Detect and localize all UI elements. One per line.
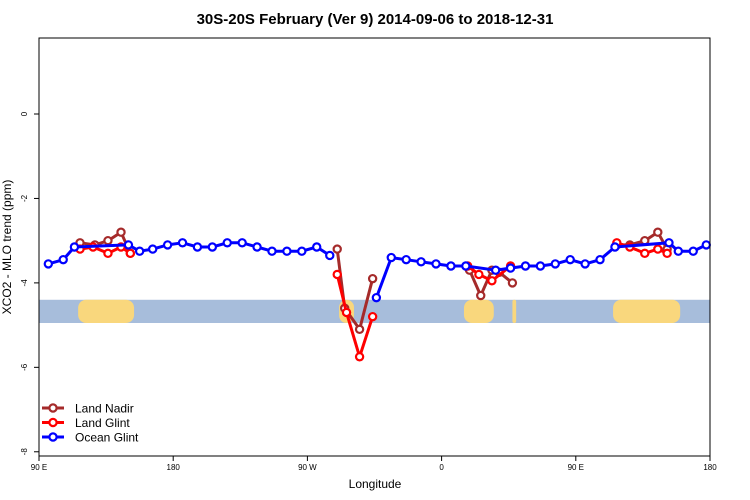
ocean-glint-point — [688, 246, 698, 256]
land-glint-point — [640, 248, 650, 259]
land-nadir-point — [354, 324, 365, 335]
ocean-glint-point — [177, 238, 188, 248]
legend-marker-land-glint — [48, 417, 58, 428]
ocean-glint-point — [461, 261, 471, 271]
y-tick-label: -6 — [20, 363, 29, 371]
x-tick-label: 180 — [703, 463, 717, 472]
land-glint-point — [103, 248, 113, 259]
map-band — [39, 299, 710, 323]
ocean-glint-point — [565, 254, 575, 265]
ocean-glint-point — [43, 259, 54, 269]
x-tick-label: 0 — [439, 463, 444, 472]
x-tick-label: 180 — [167, 463, 181, 472]
ocean-glint-point — [325, 250, 335, 261]
series-ocean-glint — [43, 238, 711, 303]
legend-label-ocean-glint: Ocean Glint — [75, 431, 139, 445]
ocean-glint-point — [416, 257, 426, 267]
ocean-glint-point — [162, 240, 173, 250]
ocean-glint-point — [252, 242, 262, 252]
land-nadir-point — [367, 273, 378, 284]
ocean-glint-point — [535, 261, 546, 271]
ocean-glint-point — [371, 292, 382, 303]
x-tick-label: 90 E — [31, 463, 47, 472]
chart-title: 30S-20S February (Ver 9) 2014-09-06 to 2… — [197, 11, 554, 28]
y-tick-label: -8 — [20, 448, 29, 456]
land-patch — [463, 299, 494, 323]
ocean-glint-point — [237, 238, 247, 248]
land-glint-point — [662, 248, 672, 259]
y-tick-label: 0 — [20, 111, 29, 116]
land-glint-point — [367, 311, 378, 322]
land-glint-point — [474, 269, 484, 280]
ocean-glint-point — [312, 242, 322, 252]
land-nadir-line — [335, 248, 375, 331]
y-axis-label: XCO2 - MLO trend (ppm) — [0, 180, 14, 315]
land-glint-point — [332, 269, 342, 280]
land-patch — [78, 299, 135, 323]
land-glint-point — [487, 276, 497, 286]
ocean-glint-point — [147, 244, 158, 254]
land-glint-point — [125, 248, 136, 259]
land-patch — [512, 299, 517, 323]
y-tick-label: -4 — [20, 279, 29, 287]
ocean-glint-point — [550, 259, 560, 269]
y-axis: 0 -2 -4 -6 -8 — [20, 111, 39, 455]
ocean-glint-point — [297, 246, 307, 256]
ocean-glint-point — [123, 240, 134, 250]
ocean-glint-point — [701, 240, 711, 250]
ocean-glint-point — [134, 246, 145, 256]
ocean-glint-point — [192, 242, 203, 252]
land-nadir-point — [103, 235, 113, 246]
ocean-glint-point — [610, 242, 620, 252]
ocean-glint-point — [69, 242, 80, 252]
ocean-glint-point — [446, 261, 456, 271]
land-glint-point — [341, 307, 352, 318]
land-glint-point — [653, 244, 663, 254]
land-glint-point — [354, 352, 365, 362]
ocean-glint-point — [595, 254, 605, 265]
ocean-glint-point — [520, 261, 531, 271]
land-nadir-point — [653, 227, 663, 237]
ocean-glint-point — [386, 252, 396, 263]
land-patch — [613, 299, 681, 323]
legend-marker-ocean-glint — [48, 432, 58, 442]
legend-label-land-nadir: Land Nadir — [75, 402, 134, 416]
ocean-glint-point — [505, 263, 516, 273]
ocean-glint-point — [267, 246, 277, 256]
land-nadir-point — [116, 227, 126, 237]
land-nadir-point — [476, 290, 486, 301]
land-glint-line — [335, 274, 375, 359]
ocean-glint-point — [673, 246, 684, 256]
x-tick-label: 90 W — [298, 463, 317, 472]
land-glint-line — [466, 264, 512, 283]
y-tick-label: -2 — [20, 194, 29, 202]
legend-marker-land-nadir — [48, 403, 58, 413]
legend-label-land-glint: Land Glint — [75, 416, 130, 430]
ocean-glint-point — [580, 259, 590, 269]
ocean-glint-point — [401, 254, 411, 265]
ocean-glint-point — [58, 254, 68, 265]
ocean-glint-point — [282, 246, 292, 256]
ocean-glint-point — [490, 265, 501, 275]
ocean-glint-point — [664, 238, 674, 248]
series-layer — [43, 227, 711, 362]
land-nadir-point — [332, 244, 342, 254]
x-tick-label: 90 E — [568, 463, 584, 472]
land-nadir-point — [507, 278, 518, 288]
ocean-glint-point — [207, 242, 218, 252]
x-axis-label: Longitude — [349, 477, 402, 491]
ocean-glint-point — [222, 238, 232, 248]
plot-frame — [38, 37, 711, 457]
ocean-glint-point — [431, 259, 441, 269]
ocean-band — [39, 299, 710, 323]
x-axis: 90 E 180 90 W 0 90 E 180 — [31, 456, 717, 472]
